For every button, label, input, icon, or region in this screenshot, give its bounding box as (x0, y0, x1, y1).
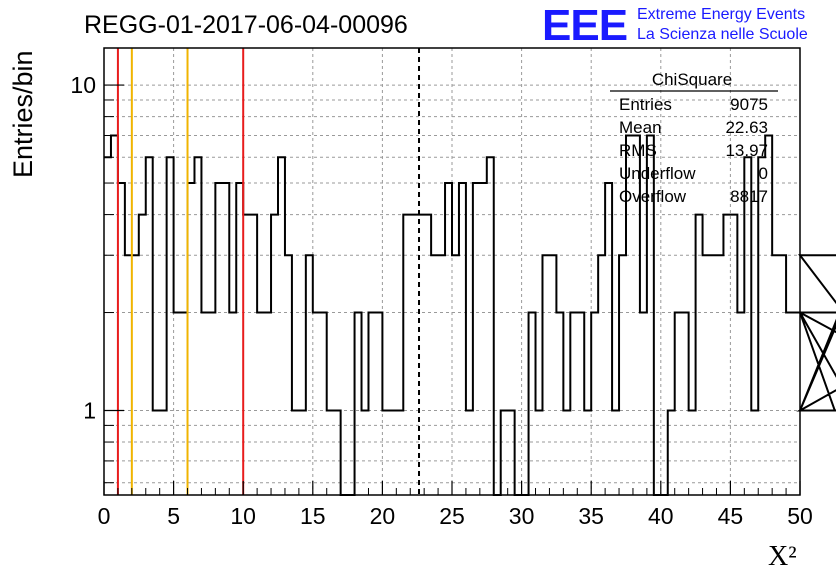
axis-ticks: 0 5 10 15 20 25 30 35 40 45 50 1 10 (70, 72, 812, 529)
x-tick-label: 35 (578, 503, 604, 529)
x-tick-label: 10 (230, 503, 256, 529)
stats-label: RMS (619, 141, 657, 160)
histogram-line (104, 134, 836, 496)
x-tick-label: 40 (648, 503, 674, 529)
stats-value: 8817 (730, 187, 768, 206)
y-tick-label: 10 (70, 72, 96, 98)
x-tick-label: 30 (509, 503, 535, 529)
stats-label: Entries (619, 95, 672, 114)
stats-label: Mean (619, 118, 662, 137)
logo-mark: EEE (542, 1, 627, 50)
logo-line1: Extreme Energy Events (637, 6, 805, 23)
x-tick-label: 25 (439, 503, 465, 529)
stats-value: 22.63 (725, 118, 768, 137)
y-tick-label: 1 (83, 398, 96, 424)
x-tick-label: 20 (370, 503, 396, 529)
stats-value: 0 (759, 164, 768, 183)
stats-box: ChiSquare Entries 9075 Mean 22.63 RMS 13.97 Un… (610, 70, 778, 206)
logo-line2: La Scienza nelle Scuole (637, 26, 808, 43)
stats-value: 13.97 (725, 141, 768, 160)
y-axis-label: Entries/bin (8, 50, 38, 178)
x-axis-label: X² (768, 541, 797, 572)
reference-lines (116, 48, 421, 495)
x-tick-label: 0 (98, 503, 111, 529)
stats-label: Overflow (619, 187, 687, 206)
histogram-series (104, 134, 836, 496)
eee-logo: EEE Extreme Energy Events La Scienza nel… (542, 1, 808, 50)
stats-label: Underflow (619, 164, 696, 183)
stats-title: ChiSquare (652, 70, 732, 89)
x-tick-label: 15 (300, 503, 326, 529)
stats-value: 9075 (730, 95, 768, 114)
x-tick-label: 45 (718, 503, 744, 529)
chart-title: REGG-01-2017-06-04-00096 (84, 11, 408, 39)
x-tick-label: 50 (787, 503, 813, 529)
x-tick-label: 5 (167, 503, 180, 529)
